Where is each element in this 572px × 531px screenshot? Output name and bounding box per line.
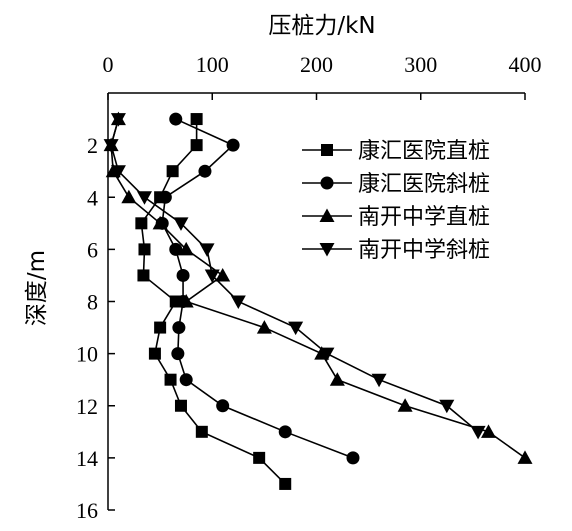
triangle-down-marker [110,113,126,127]
triangle-up-marker [329,372,345,386]
series-3 [103,111,533,464]
circle-marker [169,242,183,256]
triangle-up-marker [319,208,335,222]
circle-marker [346,451,360,465]
circle-marker [171,347,185,361]
circle-marker [278,425,292,439]
series-2 [155,112,360,465]
triangle-up-marker [215,267,231,282]
series-4 [103,113,486,440]
legend-label: 南开中学直桩 [358,205,490,230]
square-marker [321,144,333,156]
square-marker [138,243,151,256]
legend-label: 康汇医院斜桩 [358,172,490,197]
y-axis-title: 深度/m [24,250,50,326]
y-tick-label: 12 [76,394,98,419]
square-marker [174,399,187,412]
triangle-down-marker [319,243,335,257]
circle-marker [169,112,183,126]
square-marker [190,113,203,126]
triangle-down-marker [371,373,387,388]
triangle-down-marker [439,399,455,414]
triangle-up-marker [397,398,413,412]
circle-marker [320,176,334,190]
square-marker [135,217,148,230]
triangle-down-marker [110,165,126,179]
circle-marker [179,373,193,387]
triangle-down-marker [288,321,304,336]
legend-label: 康汇医院直桩 [358,139,490,164]
triangle-up-marker [256,320,272,334]
y-tick-label: 2 [87,133,98,158]
square-marker [137,269,150,282]
square-marker [148,347,161,360]
square-marker [154,321,167,334]
series-line [140,119,286,485]
triangle-down-marker [173,217,189,231]
triangle-down-marker [204,269,220,283]
square-marker [166,165,179,178]
triangle-up-marker [152,215,168,230]
legend-entry: 康汇医院斜桩 [302,172,490,197]
y-tick-label: 4 [87,185,98,210]
triangle-up-marker [178,241,194,256]
square-marker [195,425,208,438]
x-tick-label: 300 [404,52,437,77]
y-tick-label: 8 [87,290,98,315]
circle-marker [158,190,172,204]
circle-marker [226,138,240,152]
x-tick-label: 400 [509,52,542,77]
triangle-up-marker [178,294,194,308]
series-1 [135,113,292,490]
triangle-up-marker [481,424,497,438]
square-marker [279,477,292,490]
square-marker [164,373,177,386]
x-axis-title: 压桩力/kN [268,13,375,39]
square-marker [190,139,203,152]
y-tick-label: 10 [76,342,98,367]
circle-marker [172,321,186,335]
x-tick-label: 200 [300,52,333,77]
triangle-up-marker [121,189,137,204]
series-layer [103,111,533,490]
circle-marker [176,268,190,282]
triangle-up-marker [517,450,533,464]
legend-entry: 南开中学斜桩 [302,238,490,263]
square-marker [253,451,266,464]
x-tick-label: 0 [103,52,114,77]
y-tick-label: 16 [76,498,98,523]
legend-label: 南开中学斜桩 [358,238,490,263]
y-tick-label: 6 [87,237,98,262]
triangle-down-marker [199,243,215,257]
y-tick-label: 14 [76,446,98,471]
series-line [161,118,354,459]
x-tick-label: 100 [196,52,229,77]
circle-marker [216,399,230,413]
triangle-down-marker [103,139,119,153]
triangle-down-marker [136,191,152,205]
legend-entry: 南开中学直桩 [302,205,490,230]
triangle-down-marker [230,295,246,309]
triangle-down-marker [319,347,335,362]
circle-marker [198,164,212,178]
axes: 0 100 200 300 400 2 4 6 8 10 12 14 16 [76,52,542,523]
triangle-down-marker [470,425,486,440]
legend-entry: 康汇医院直桩 [302,139,490,164]
